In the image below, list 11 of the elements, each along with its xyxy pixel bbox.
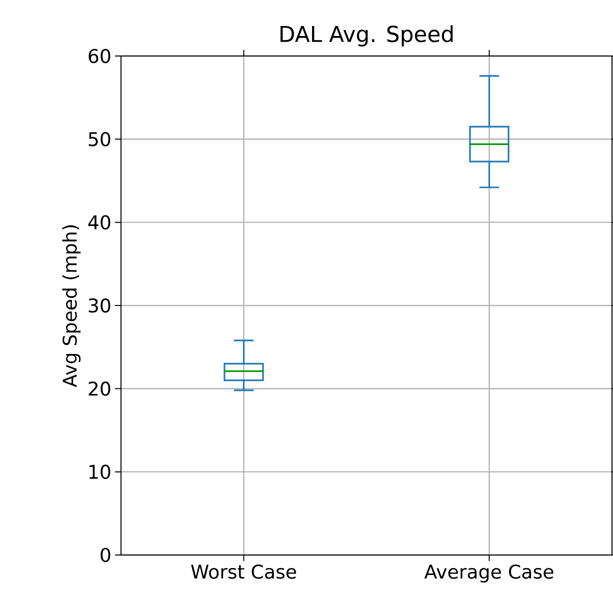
y-tick-label: 20 [88,381,110,396]
x-tick-label: Average Case [424,564,554,582]
y-tick-label: 10 [89,464,110,479]
y-tick-label: 60 [88,48,110,64]
y-tick-label: 0 [100,548,110,562]
x-tick-label: Worst Case [191,564,296,579]
y-tick-label: 40 [88,215,110,230]
y-tick-label: 50 [88,132,110,146]
y-axis-title: Avg Speed (mph) [62,225,81,388]
chart-title: DAL Avg. Speed [280,25,453,46]
y-tick-label: 30 [88,298,110,313]
